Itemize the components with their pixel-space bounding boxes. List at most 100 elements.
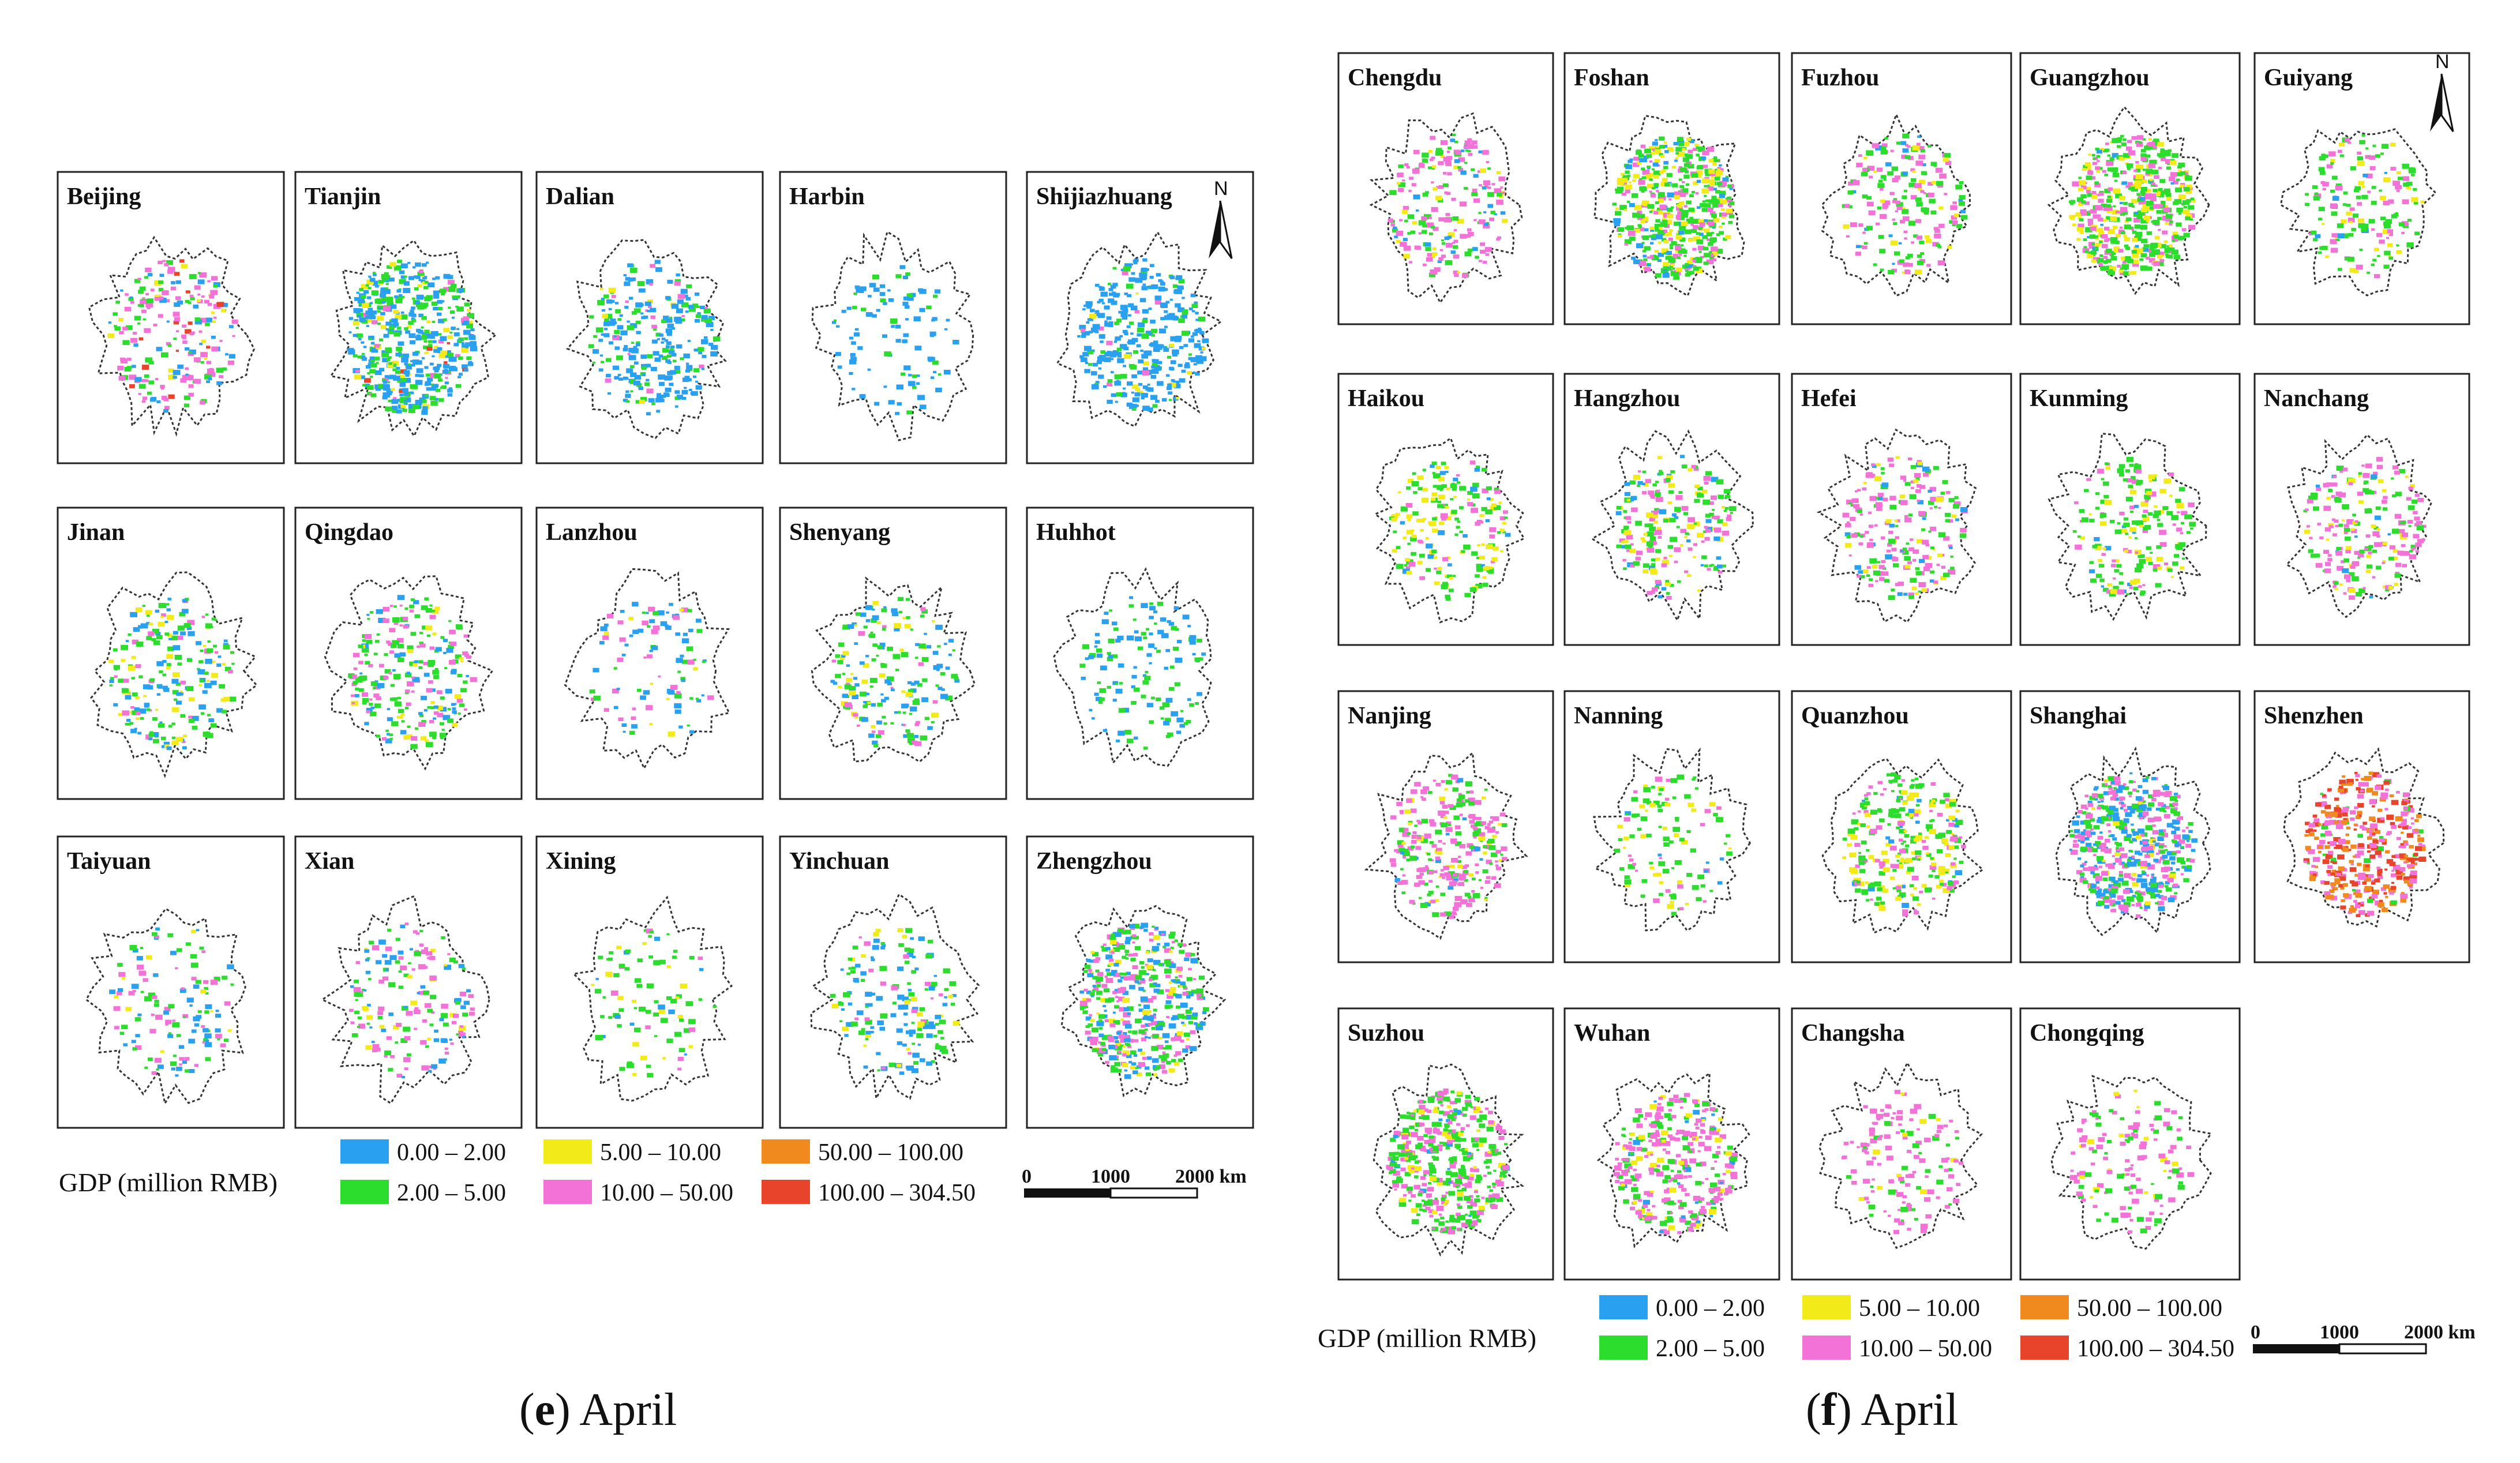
gdp-pixel [919,1058,925,1063]
gdp-pixel [613,335,617,337]
gdp-pixel [421,399,427,403]
gdp-pixel [213,977,220,981]
gdp-pixel [127,665,136,671]
gdp-pixel [952,994,957,997]
gdp-pixel [859,394,866,399]
gdp-pixel [1131,675,1137,679]
gdp-pixel [200,352,208,358]
gdp-pixel [1126,402,1132,407]
gdp-pixel [1679,167,1686,172]
gdp-pixel [456,698,463,703]
gdp-pixel [188,697,195,702]
gdp-pixel [417,646,421,648]
gdp-pixel [669,316,673,319]
gdp-pixel [374,384,382,389]
gdp-pixel [912,374,917,378]
gdp-pixel [2106,216,2112,220]
gdp-pixel [2165,253,2169,256]
gdp-pixel [467,313,475,318]
gdp-pixel [881,608,887,613]
gdp-pixel [677,1056,684,1061]
gdp-pixel [2176,207,2184,213]
gdp-pixel [222,976,228,980]
gdp-pixel [180,631,186,636]
gdp-pixel [392,406,398,410]
gdp-pixel [1115,941,1119,945]
gdp-pixel [399,270,405,275]
gdp-pixel [1421,230,1427,234]
gdp-pixel [215,1014,222,1018]
gdp-pixel [349,1008,354,1012]
gdp-pixel [703,341,707,344]
gdp-pixel [1161,633,1169,639]
gdp-pixel [165,299,170,303]
gdp-pixel [868,733,875,738]
gdp-pixel [1479,260,1482,262]
gdp-pixel [1881,146,1887,150]
city-label: Zhengzhou [1036,848,1152,875]
gdp-pixel [2078,216,2082,220]
gdp-pixel [2132,262,2139,267]
gdp-pixel [1852,180,1860,185]
gdp-pixel [606,299,613,304]
gdp-pixel [1688,139,1694,144]
gdp-pixel [429,976,437,981]
gdp-pixel [881,1066,886,1070]
gdp-pixel [1722,222,1725,225]
gdp-pixel [1902,271,1906,274]
gdp-pixel [391,644,397,648]
gdp-pixel [1195,702,1199,705]
gdp-pixel [2088,153,2091,156]
gdp-pixel [2070,202,2074,205]
gdp-pixel [151,932,158,936]
gdp-pixel [357,1026,361,1028]
gdp-pixel [192,725,198,730]
gdp-pixel [186,686,194,691]
gdp-pixel [1622,182,1627,186]
gdp-pixel [1161,398,1167,402]
gdp-pixel [632,602,639,607]
gdp-pixel [1110,358,1114,361]
gdp-pixel [168,1004,175,1009]
gdp-pixel [650,682,653,685]
gdp-pixel [2147,142,2150,145]
gdp-pixel [646,705,653,710]
gdp-pixel [682,632,688,636]
gdp-pixel [2176,178,2180,181]
gdp-pixel [217,655,222,658]
gdp-pixel [614,1014,621,1019]
gdp-pixel [841,654,846,658]
gdp-pixel [407,373,411,376]
gdp-pixel [1112,699,1117,702]
gdp-pixel [411,319,416,322]
gdp-pixel [2168,149,2172,152]
gdp-pixel [1500,186,1503,189]
gdp-pixel [916,721,920,725]
gdp-pixel [405,673,412,678]
city-map-beijing: Beijing [57,171,285,464]
gdp-pixel [1921,157,1925,160]
gdp-pixel [2161,201,2166,204]
gdp-pixel [629,730,635,735]
gdp-pixel [616,355,623,361]
gdp-pixel [1123,387,1126,390]
gdp-pixel [2319,171,2326,175]
gdp-pixel [441,1003,448,1009]
gdp-pixel [1464,140,1471,145]
gdp-pixel [470,341,477,346]
gdp-pixel [2153,204,2160,209]
gdp-pixel [933,974,937,977]
gdp-pixel [197,279,205,284]
gdp-pixel [1920,149,1925,153]
gdp-pixel [1142,989,1146,992]
gdp-pixel [2158,261,2164,267]
gdp-pixel [1437,198,1443,202]
gdp-pixel [1132,618,1137,621]
gdp-pixel [389,955,397,961]
gdp-pixel [905,928,913,933]
gdp-pixel [1444,236,1450,241]
gdp-pixel [212,661,216,663]
gdp-pixel [1691,172,1698,178]
gdp-pixel [379,367,385,372]
gdp-pixel [1173,993,1178,996]
